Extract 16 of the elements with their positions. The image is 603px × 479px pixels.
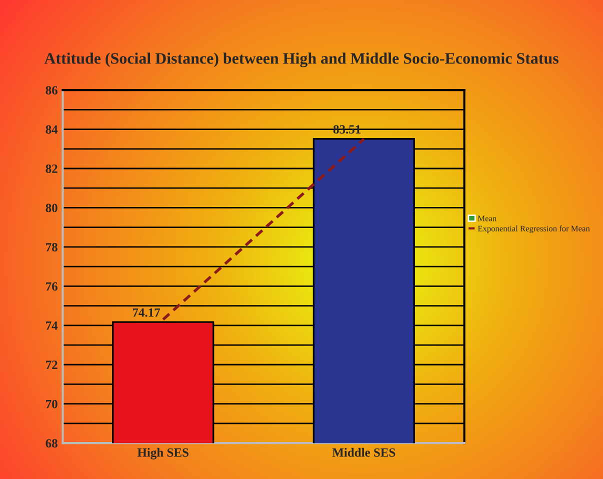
y-tick-label: 80	[46, 204, 58, 212]
y-tick-label: 76	[46, 282, 58, 291]
y-tick-label: 68	[46, 439, 58, 448]
y-tick-label: 86	[46, 86, 58, 95]
y-tick-label: 74	[46, 322, 58, 330]
x-tick-label: Middle SES	[332, 448, 396, 457]
x-tick-label: High SES	[137, 448, 188, 460]
y-tick-label: 70	[46, 400, 58, 408]
y-tick-label: 78	[46, 242, 58, 252]
y-tick-label: 72	[46, 360, 58, 369]
data-label: 74.17	[132, 308, 160, 317]
text: Mean	[478, 216, 496, 222]
y-tick-label: 82	[46, 164, 58, 173]
y-tick-label: 84	[46, 125, 58, 134]
chart-title: Attitude (Social Distance) between High and Middle Socio-Economic Status	[44, 52, 558, 68]
legend-label: Exponential Regression for Mean	[478, 225, 590, 234]
